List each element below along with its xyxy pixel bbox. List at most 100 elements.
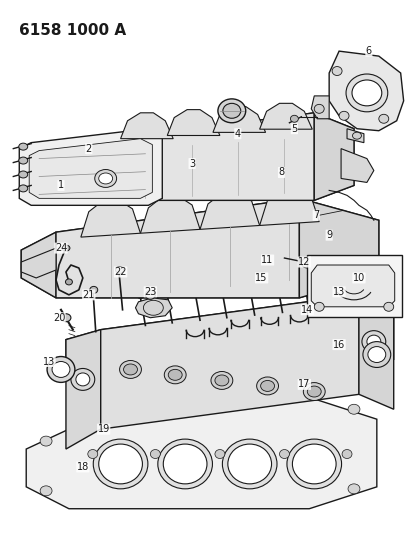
Ellipse shape — [341, 449, 351, 458]
Ellipse shape — [145, 290, 155, 300]
Ellipse shape — [352, 132, 361, 139]
Ellipse shape — [246, 282, 252, 288]
Ellipse shape — [371, 289, 395, 311]
Polygon shape — [313, 113, 353, 200]
Ellipse shape — [222, 439, 276, 489]
Ellipse shape — [99, 173, 112, 184]
Ellipse shape — [191, 287, 198, 293]
Ellipse shape — [47, 357, 75, 382]
Text: 17: 17 — [297, 379, 310, 390]
Text: 19: 19 — [97, 424, 110, 434]
Bar — [307, 255, 401, 317]
Ellipse shape — [375, 293, 390, 306]
Text: 12: 12 — [297, 257, 310, 267]
Ellipse shape — [76, 373, 90, 386]
Polygon shape — [19, 129, 162, 205]
Ellipse shape — [157, 439, 212, 489]
Polygon shape — [167, 110, 219, 135]
Ellipse shape — [347, 404, 359, 414]
Text: 2: 2 — [85, 143, 92, 154]
Polygon shape — [346, 129, 363, 143]
Ellipse shape — [168, 369, 182, 381]
Polygon shape — [310, 96, 328, 119]
Polygon shape — [81, 200, 140, 237]
Ellipse shape — [214, 375, 228, 386]
Polygon shape — [21, 232, 56, 298]
Polygon shape — [135, 298, 172, 318]
Ellipse shape — [286, 439, 341, 489]
Polygon shape — [120, 113, 313, 200]
Ellipse shape — [218, 285, 225, 291]
Polygon shape — [340, 149, 373, 182]
Ellipse shape — [88, 449, 97, 458]
Ellipse shape — [227, 444, 271, 484]
Text: 14: 14 — [301, 305, 312, 315]
Polygon shape — [29, 139, 152, 198]
Text: 21: 21 — [82, 290, 95, 300]
Ellipse shape — [361, 330, 385, 352]
Ellipse shape — [292, 444, 335, 484]
Ellipse shape — [99, 444, 142, 484]
Ellipse shape — [345, 74, 387, 112]
Text: 6158 1000 A: 6158 1000 A — [19, 23, 126, 38]
Ellipse shape — [273, 279, 280, 286]
Ellipse shape — [115, 266, 123, 273]
Text: 8: 8 — [278, 167, 284, 177]
Ellipse shape — [367, 346, 385, 362]
Ellipse shape — [338, 111, 348, 120]
Text: 13: 13 — [43, 357, 55, 367]
Ellipse shape — [65, 279, 72, 285]
Ellipse shape — [164, 366, 186, 384]
Ellipse shape — [211, 372, 232, 390]
Ellipse shape — [378, 114, 388, 123]
Ellipse shape — [260, 381, 274, 391]
Text: 18: 18 — [76, 462, 89, 472]
Text: 7: 7 — [312, 210, 319, 220]
Ellipse shape — [163, 290, 170, 296]
Polygon shape — [56, 198, 299, 298]
Ellipse shape — [331, 67, 341, 76]
Polygon shape — [212, 107, 265, 132]
Polygon shape — [21, 248, 56, 278]
Polygon shape — [21, 198, 378, 298]
Text: 13: 13 — [332, 287, 344, 297]
Ellipse shape — [300, 277, 307, 283]
Text: 6: 6 — [365, 46, 371, 56]
Ellipse shape — [313, 104, 324, 114]
Ellipse shape — [362, 342, 390, 367]
Ellipse shape — [217, 99, 245, 123]
Ellipse shape — [222, 103, 240, 118]
Ellipse shape — [214, 449, 224, 458]
Polygon shape — [140, 196, 200, 233]
Ellipse shape — [119, 360, 141, 378]
Polygon shape — [259, 103, 312, 129]
Ellipse shape — [307, 386, 320, 397]
Text: 22: 22 — [114, 267, 126, 277]
Polygon shape — [200, 192, 259, 229]
Ellipse shape — [351, 80, 381, 106]
Text: 23: 23 — [144, 287, 156, 297]
Ellipse shape — [94, 169, 116, 188]
Ellipse shape — [256, 377, 278, 395]
Ellipse shape — [19, 171, 28, 178]
Ellipse shape — [150, 449, 160, 458]
Polygon shape — [299, 198, 378, 298]
Ellipse shape — [163, 444, 207, 484]
Ellipse shape — [279, 449, 289, 458]
Text: 5: 5 — [290, 124, 297, 134]
Text: 11: 11 — [261, 255, 273, 265]
Polygon shape — [328, 51, 402, 131]
Text: 9: 9 — [325, 230, 331, 240]
Ellipse shape — [19, 185, 28, 192]
Ellipse shape — [90, 286, 97, 293]
Ellipse shape — [19, 157, 28, 164]
Ellipse shape — [383, 302, 393, 311]
Polygon shape — [310, 265, 394, 307]
Polygon shape — [358, 295, 393, 409]
Ellipse shape — [19, 143, 28, 150]
Text: 3: 3 — [189, 158, 195, 168]
Ellipse shape — [347, 484, 359, 494]
Polygon shape — [66, 295, 393, 375]
Text: 4: 4 — [234, 128, 240, 139]
Ellipse shape — [52, 361, 70, 377]
